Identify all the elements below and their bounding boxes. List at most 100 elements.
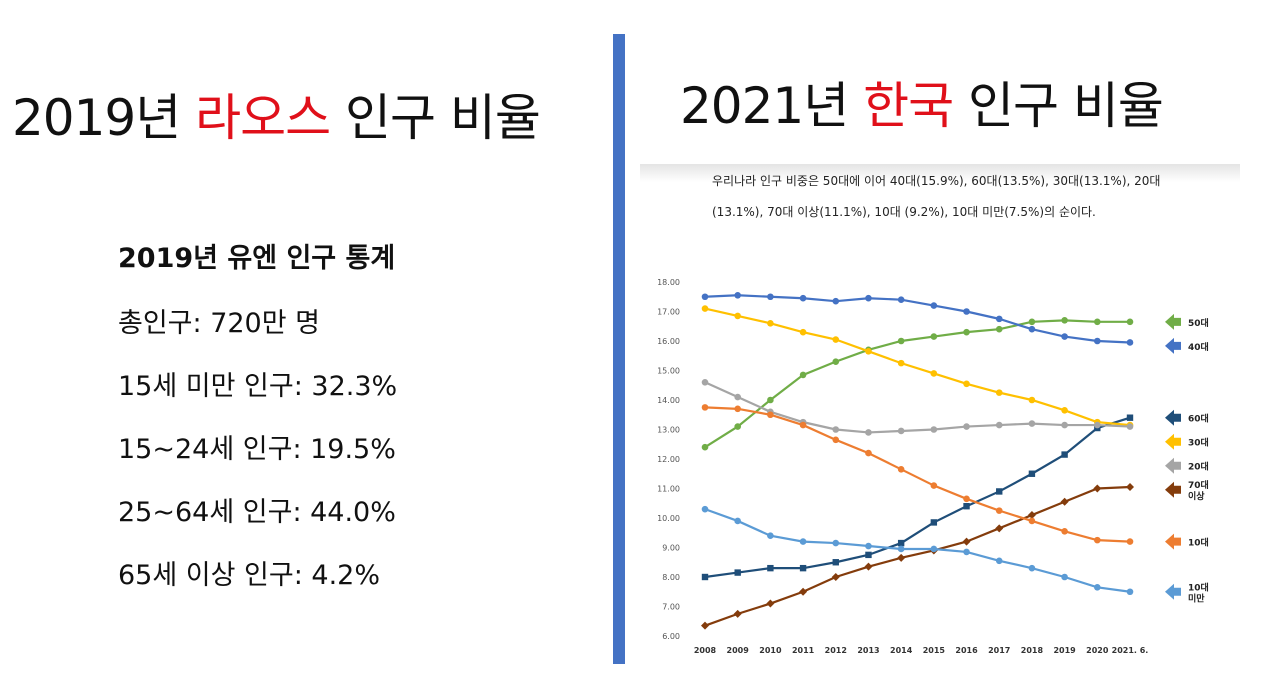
- laos-title-suffix: 인구 비율: [330, 89, 541, 147]
- data-point: [865, 348, 872, 355]
- data-point: [1028, 325, 1036, 333]
- data-point: [963, 548, 970, 556]
- data-point: [897, 539, 905, 547]
- data-point: [996, 488, 1003, 495]
- data-point: [799, 587, 808, 596]
- legend-label: 30대: [1188, 437, 1209, 449]
- data-point: [963, 308, 970, 315]
- data-point: [1028, 564, 1036, 572]
- y-tick-label: 7.00: [662, 603, 680, 612]
- laos-title-prefix: 2019년: [12, 89, 196, 147]
- series-line: [704, 319, 1130, 449]
- data-point: [930, 302, 938, 309]
- data-point: [865, 542, 872, 550]
- series-line: [704, 416, 1131, 579]
- legend-arrow-icon: [1165, 433, 1181, 450]
- y-tick-label: 8.00: [662, 573, 680, 582]
- data-point: [832, 336, 840, 343]
- y-tick-label: 18.00: [657, 278, 680, 287]
- data-point: [963, 328, 970, 336]
- legend-label: 10대: [1188, 581, 1209, 593]
- legend-label: 40대: [1188, 341, 1209, 353]
- data-point: [897, 553, 906, 562]
- data-point: [1093, 484, 1102, 493]
- x-tick-label: 2021. 6.: [1112, 646, 1149, 655]
- data-point: [865, 449, 872, 457]
- data-point: [1028, 420, 1036, 427]
- legend-label: 70대: [1188, 479, 1209, 491]
- data-point: [930, 519, 938, 526]
- data-point: [1061, 407, 1068, 414]
- data-point: [701, 379, 709, 386]
- data-point: [1028, 470, 1036, 477]
- data-point: [963, 495, 970, 503]
- data-point: [733, 609, 742, 618]
- data-point: [701, 505, 709, 513]
- data-point: [734, 312, 741, 320]
- data-point: [962, 537, 971, 546]
- data-point: [995, 325, 1003, 333]
- data-point: [832, 426, 840, 433]
- y-tick-label: 15.00: [657, 367, 680, 376]
- data-point: [1061, 573, 1068, 581]
- legend-arrow-icon: [1165, 313, 1181, 330]
- y-tick-label: 6.00: [662, 632, 680, 641]
- x-tick-label: 2018: [1021, 646, 1044, 655]
- data-point: [767, 564, 774, 572]
- data-point: [767, 532, 774, 539]
- data-point: [1060, 497, 1069, 506]
- data-point: [734, 423, 741, 430]
- data-point: [767, 293, 774, 301]
- data-point: [832, 436, 840, 444]
- laos-title-highlight: 라오스: [195, 89, 331, 147]
- data-point: [963, 503, 970, 510]
- data-point: [930, 545, 938, 553]
- y-tick-label: 9.00: [662, 544, 680, 553]
- data-point: [1061, 451, 1068, 458]
- korea-title-highlight: 한국: [863, 77, 954, 135]
- data-point: [1028, 517, 1036, 525]
- vertical-divider: [613, 34, 625, 664]
- stat-total-population: 총인구: 720만 명: [118, 308, 320, 339]
- y-tick-label: 12.00: [657, 455, 680, 464]
- data-point: [963, 423, 970, 430]
- korea-title: 2021년 한국 인구 비율: [680, 66, 1164, 138]
- data-point: [767, 320, 774, 327]
- data-point: [1094, 337, 1101, 345]
- data-point: [865, 429, 872, 436]
- data-point: [995, 507, 1003, 514]
- legend-label: 미만: [1188, 592, 1205, 604]
- data-point: [831, 573, 840, 581]
- x-tick-label: 2012: [825, 646, 847, 655]
- data-point: [1126, 483, 1134, 492]
- y-tick-label: 17.00: [657, 308, 680, 317]
- stat-under-15: 15세 미만 인구: 32.3%: [118, 371, 398, 402]
- data-point: [1061, 317, 1068, 324]
- stat-65-plus: 65세 이상 인구: 4.2%: [118, 560, 380, 591]
- data-point: [734, 517, 741, 525]
- data-point: [799, 328, 807, 336]
- series-line: [704, 508, 1131, 593]
- x-tick-label: 2013: [857, 646, 879, 655]
- stat-15-24: 15~24세 인구: 19.5%: [118, 434, 396, 465]
- data-point: [1094, 421, 1101, 429]
- data-point: [995, 524, 1004, 533]
- series-line: [704, 294, 1131, 344]
- x-tick-label: 2009: [727, 646, 750, 655]
- data-point: [799, 538, 807, 545]
- legend-label: 10대: [1188, 537, 1209, 549]
- legend-arrow-icon: [1165, 583, 1181, 600]
- data-point: [701, 404, 709, 411]
- y-tick-label: 11.00: [657, 485, 680, 494]
- legend-label: 60대: [1188, 413, 1209, 425]
- data-point: [701, 573, 709, 581]
- korea-title-suffix: 인구 비율: [953, 77, 1164, 135]
- data-point: [832, 297, 840, 305]
- legend-label: 20대: [1188, 461, 1209, 473]
- data-point: [897, 466, 905, 473]
- data-point: [1061, 527, 1068, 535]
- legend-label: 50대: [1188, 317, 1209, 329]
- data-point: [865, 294, 872, 302]
- x-tick-label: 2008: [694, 646, 717, 655]
- series-line: [704, 406, 1131, 543]
